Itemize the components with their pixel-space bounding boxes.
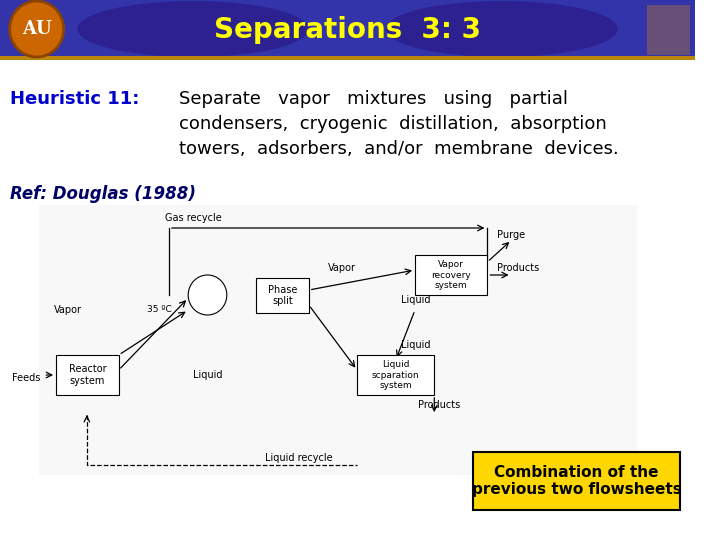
Text: condensers,  cryogenic  distillation,  absorption: condensers, cryogenic distillation, abso…	[179, 115, 606, 133]
Text: Feeds: Feeds	[12, 373, 40, 383]
Text: Liquid: Liquid	[400, 340, 430, 350]
Text: 35 ºC: 35 ºC	[147, 306, 171, 314]
Circle shape	[188, 275, 227, 315]
Text: Products: Products	[497, 263, 539, 273]
Bar	[473, 452, 680, 510]
Ellipse shape	[386, 1, 618, 57]
Circle shape	[9, 1, 63, 57]
Bar	[415, 255, 487, 295]
Text: Separate   vapor   mixtures   using   partial: Separate vapor mixtures using partial	[179, 90, 567, 108]
Text: Ref: Douglas (1988): Ref: Douglas (1988)	[9, 185, 196, 203]
Bar	[0, 0, 695, 59]
Text: Gas recycle: Gas recycle	[165, 213, 221, 223]
Text: Combination of the
previous two flowsheets: Combination of the previous two flowshee…	[472, 465, 682, 497]
Text: Vapor
recovery
system: Vapor recovery system	[431, 260, 471, 290]
Text: Reactor
system: Reactor system	[68, 364, 106, 386]
Text: towers,  adsorbers,  and/or  membrane  devices.: towers, adsorbers, and/or membrane devic…	[179, 140, 618, 158]
Bar	[357, 355, 434, 395]
Ellipse shape	[77, 1, 309, 57]
Text: Separations  3: 3: Separations 3: 3	[214, 16, 481, 44]
Bar	[647, 5, 690, 55]
Text: Liquid: Liquid	[400, 295, 430, 305]
Text: Products: Products	[418, 400, 460, 410]
Text: Phase
split: Phase split	[268, 285, 297, 306]
Text: Liquid
scparation
system: Liquid scparation system	[372, 360, 420, 390]
Text: AU: AU	[22, 20, 52, 38]
Text: Vapor: Vapor	[53, 305, 81, 315]
Bar	[39, 205, 637, 475]
Bar	[256, 278, 309, 313]
Text: Liquid recycle: Liquid recycle	[266, 453, 333, 463]
Text: Liquid: Liquid	[193, 370, 222, 380]
Bar	[56, 355, 119, 395]
Text: Heuristic 11:: Heuristic 11:	[9, 90, 139, 108]
Bar	[0, 59, 695, 540]
Bar	[0, 56, 695, 60]
Text: Vapor: Vapor	[328, 263, 356, 273]
Text: Purge: Purge	[497, 230, 525, 240]
